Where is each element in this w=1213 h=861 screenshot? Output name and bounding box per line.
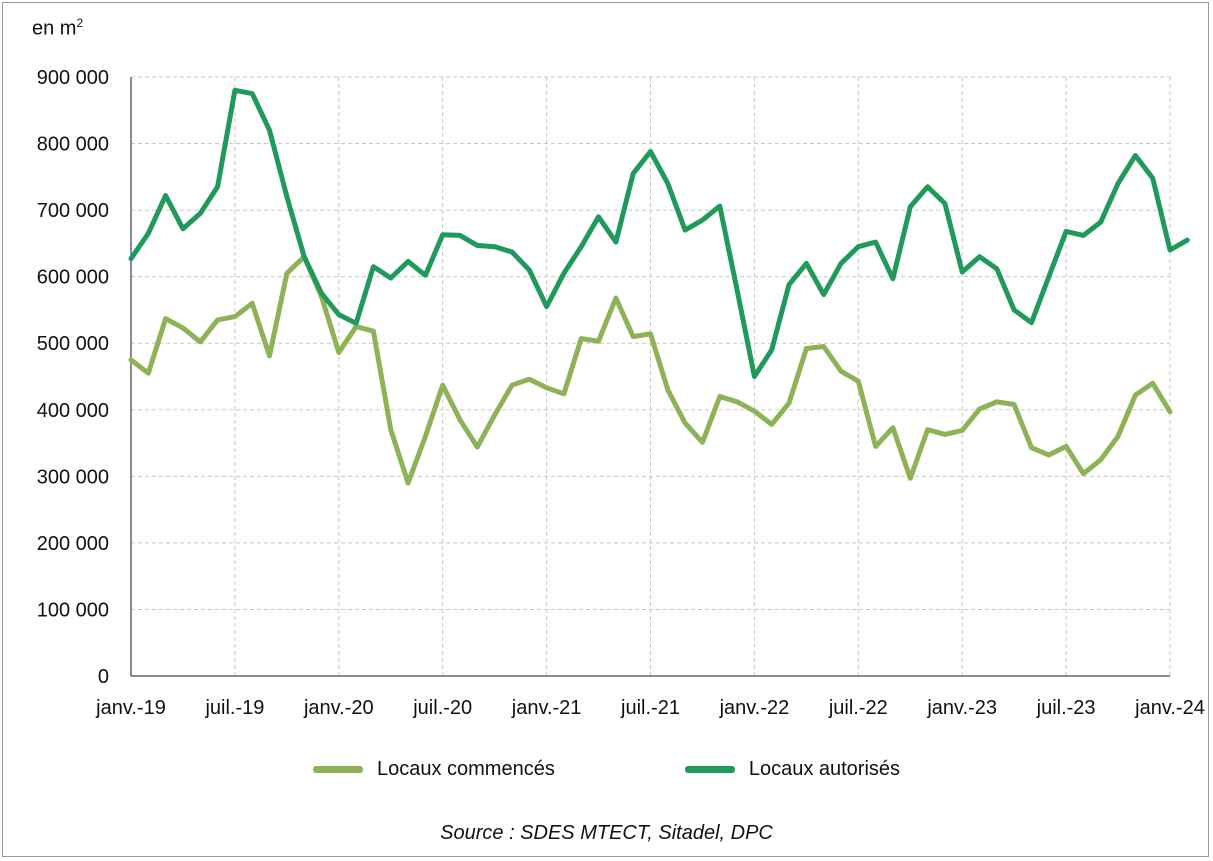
legend-label-locaux-commences: Locaux commencés	[376, 758, 555, 780]
x-tick-label: janv.-23	[926, 697, 997, 719]
legend-item-locaux-autorises: Locaux autorisés	[684, 758, 901, 781]
y-tick-label: 900 000	[37, 67, 109, 89]
series-lines	[128, 87, 1190, 486]
x-tick-label: juil.-22	[828, 697, 888, 719]
x-axis-ticks: janv.-19 juil.-19 janv.-20 juil.-20 janv.-21…	[95, 697, 1205, 719]
legend-item-locaux-commences: Locaux commencés	[312, 758, 555, 781]
series-line-locaux-autorises	[128, 87, 1190, 379]
x-tick-label: janv.-20	[303, 697, 374, 719]
x-tick-label: janv.-21	[511, 697, 582, 719]
x-tick-label: juil.-20	[412, 697, 472, 719]
y-tick-label: 800 000	[37, 134, 109, 156]
grid-lines	[130, 76, 1171, 676]
legend-swatch-locaux-autorises	[684, 766, 735, 773]
x-tick-label: janv.-19	[95, 697, 166, 719]
x-tick-label: juil.-21	[620, 697, 680, 719]
x-tick-label: juil.-19	[204, 697, 264, 719]
legend: Locaux commencés Locaux autorisés	[0, 758, 1213, 781]
y-tick-label: 300 000	[37, 466, 109, 488]
x-tick-label: janv.-24	[1134, 697, 1205, 719]
y-tick-label: 700 000	[37, 200, 109, 222]
legend-label-locaux-autorises: Locaux autorisés	[748, 758, 901, 780]
x-tick-label: janv.-22	[719, 697, 790, 719]
source-note: Source : SDES MTECT, Sitadel, DPC	[440, 822, 773, 844]
y-tick-label: 600 000	[37, 267, 109, 289]
y-axis-unit-label: en m2	[32, 16, 84, 40]
y-axis-ticks: 0 100 000 200 000 300 000 400 000 500 000 600 …	[37, 67, 109, 688]
y-tick-label: 200 000	[37, 533, 109, 555]
y-tick-label: 400 000	[37, 400, 109, 422]
axes	[130, 77, 1170, 677]
x-tick-label: juil.-23	[1036, 697, 1096, 719]
legend-swatch-locaux-commences	[312, 766, 363, 773]
y-tick-label: 500 000	[37, 333, 109, 355]
y-tick-label: 100 000	[37, 599, 109, 621]
y-tick-label: 0	[98, 666, 109, 688]
